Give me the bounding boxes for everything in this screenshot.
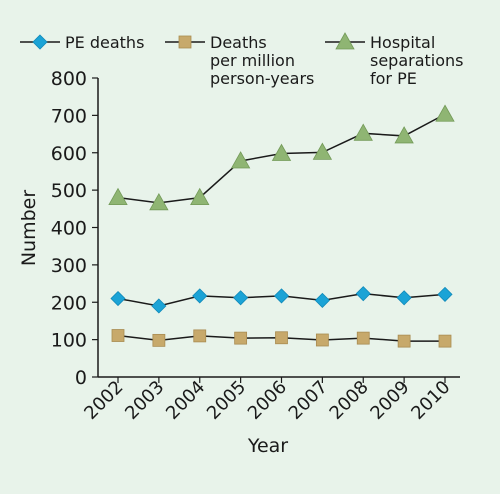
data-point-0	[314, 292, 330, 308]
x-tick-label: 2009	[366, 377, 413, 424]
data-point-2	[230, 151, 251, 169]
x-tick-label: 2008	[326, 377, 373, 424]
x-tick-label: 2010	[407, 377, 454, 424]
legend-label: per million	[210, 51, 295, 70]
data-point-1	[356, 331, 370, 345]
y-tick-label: 600	[51, 143, 87, 165]
data-point-1	[275, 331, 288, 345]
legend-label: separations	[370, 51, 464, 70]
data-point-0	[437, 286, 453, 302]
data-point-1	[315, 333, 329, 347]
y-tick-label: 700	[51, 105, 87, 127]
series-markers	[108, 104, 455, 348]
y-tick-label: 200	[51, 292, 87, 314]
data-point-1	[234, 331, 248, 345]
y-tick-label: 800	[51, 68, 87, 90]
legend-marker	[178, 35, 192, 49]
y-axis-label: Number	[18, 190, 40, 267]
y-tick-label: 100	[51, 330, 87, 352]
data-point-0	[396, 290, 412, 306]
data-point-2	[271, 143, 292, 161]
legend-label: PE deaths	[65, 33, 144, 52]
x-tick-label: 2005	[203, 377, 250, 424]
data-point-2	[190, 187, 210, 206]
x-tick-label: 2003	[121, 377, 168, 424]
legend-label: for PE	[370, 69, 417, 88]
legend-label: Deaths	[210, 33, 267, 52]
data-point-2	[353, 123, 373, 141]
data-point-1	[397, 334, 411, 348]
data-point-0	[273, 288, 290, 304]
data-point-1	[193, 329, 207, 343]
x-tick-label: 2002	[80, 377, 127, 424]
x-axis-label: Year	[247, 435, 288, 457]
data-point-2	[394, 126, 414, 144]
x-tick-label: 2007	[285, 377, 332, 424]
data-point-0	[192, 288, 208, 304]
y-tick-label: 300	[51, 255, 87, 277]
data-point-2	[108, 187, 128, 206]
y-tick-label: 400	[51, 218, 87, 240]
x-tick-label: 2006	[244, 377, 291, 424]
data-point-0	[110, 290, 126, 307]
data-point-0	[233, 290, 249, 306]
legend-marker	[335, 32, 355, 50]
axes: 0100200300400500600700800200220032004200…	[51, 68, 460, 424]
data-point-1	[152, 333, 166, 347]
data-point-2	[312, 142, 333, 160]
legend-label: person-years	[210, 69, 314, 88]
y-tick-label: 0	[75, 367, 87, 389]
x-tick-label: 2004	[162, 377, 209, 424]
data-point-1	[438, 334, 452, 348]
legend-label: Hospital	[370, 33, 435, 52]
y-tick-label: 500	[51, 180, 87, 202]
data-point-1	[111, 329, 125, 342]
data-point-2	[435, 104, 455, 122]
legend-marker	[32, 34, 48, 50]
data-point-2	[149, 193, 169, 211]
data-point-0	[355, 286, 371, 302]
data-point-0	[151, 298, 167, 314]
